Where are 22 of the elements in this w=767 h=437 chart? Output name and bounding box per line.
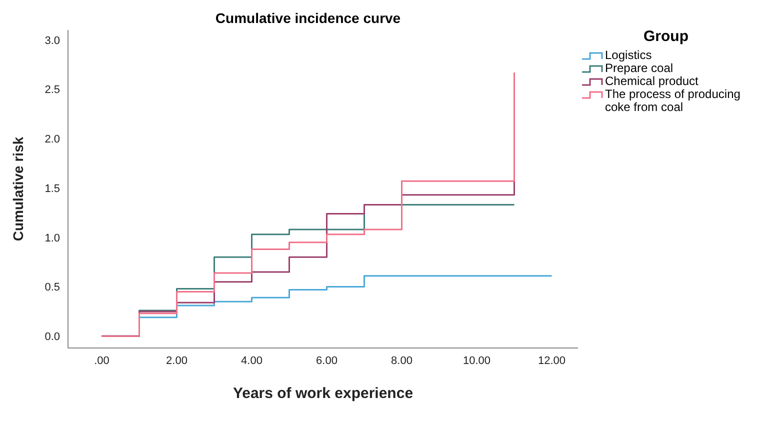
x-tick-label: .00 (94, 354, 110, 367)
x-tick-label: 8.00 (391, 354, 412, 367)
x-tick-label: 4.00 (241, 354, 262, 367)
y-axis-title: Cumulative risk (10, 136, 26, 242)
x-tick-label: 10.00 (462, 354, 491, 367)
y-tick-label: 1.5 (44, 182, 60, 195)
legend-label: The process of producing coke from coal (605, 87, 742, 114)
legend-label: Chemical product (605, 74, 698, 88)
y-tick-label: 2.0 (44, 134, 60, 146)
y-tick-label: 2.5 (44, 84, 60, 96)
x-tick-label: 12.00 (538, 354, 566, 367)
legend-title: Group (642, 28, 690, 45)
x-tick-label: 2.00 (166, 354, 188, 367)
legend-label: Logistics (605, 48, 652, 62)
x-tick-label: 6.00 (316, 354, 338, 367)
y-tick-label: 3.0 (44, 34, 60, 47)
chart-title: Cumulative incidence curve (214, 10, 402, 26)
y-tick-label: 0.0 (44, 331, 60, 344)
x-axis-title: Years of work experience (232, 385, 414, 402)
legend-label: Prepare coal (605, 61, 674, 75)
y-tick-label: 0.5 (44, 282, 60, 294)
y-tick-label: 1.0 (44, 232, 60, 244)
